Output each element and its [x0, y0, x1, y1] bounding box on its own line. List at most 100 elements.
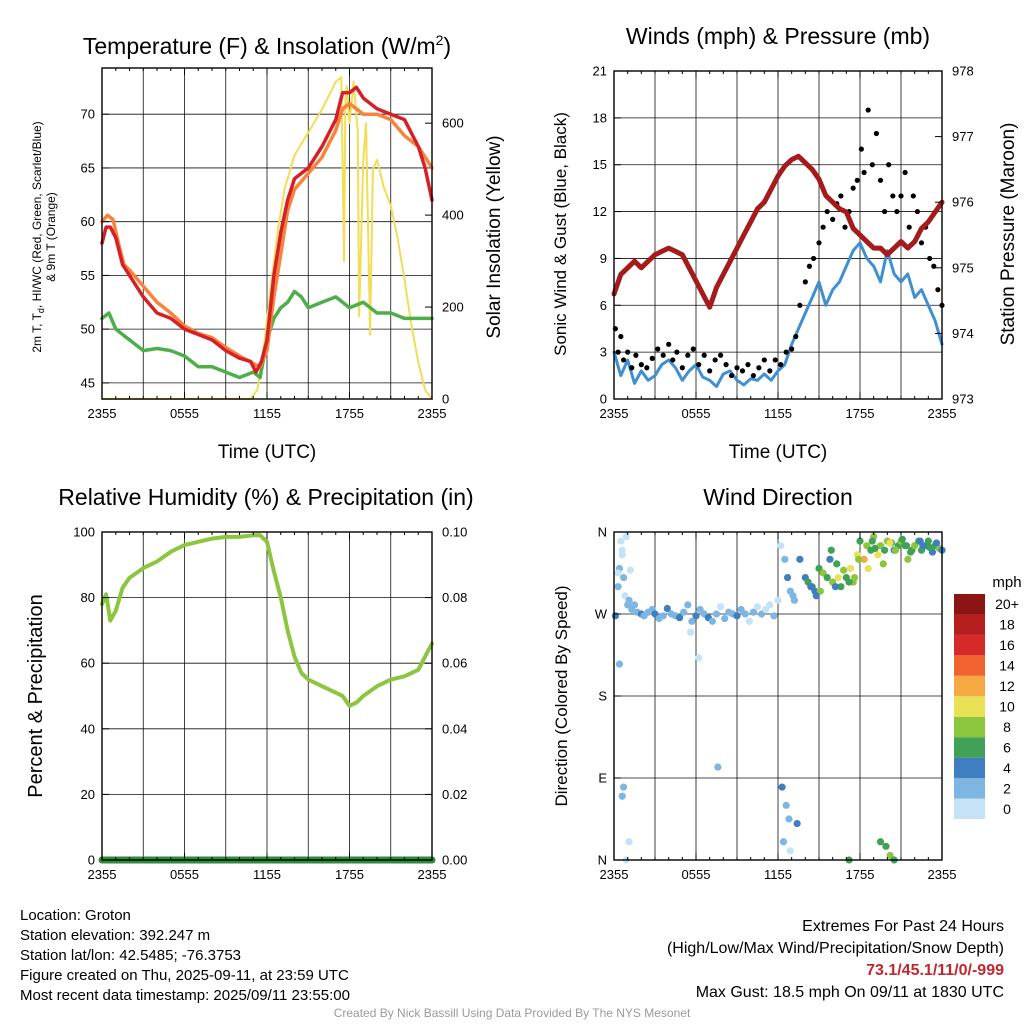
wind-direction-grid [613, 531, 943, 861]
wind-direction-point [855, 555, 863, 563]
wind-direction-point [745, 617, 753, 625]
x-tick-label: 0555 [170, 406, 199, 421]
y-tick-label: 60 [81, 656, 95, 671]
wind-direction-point [663, 604, 671, 613]
gust-point [838, 193, 844, 199]
y-tick-label: 6 [600, 298, 607, 313]
wind-direction-point [779, 838, 788, 846]
wind-direction-point [790, 596, 799, 604]
gust-point [906, 224, 912, 230]
gust-point [745, 362, 751, 368]
gust-point [633, 352, 639, 358]
wind-direction-left-axis-label: Direction (Colored By Speed) [552, 585, 571, 806]
wind-direction-point [626, 566, 635, 574]
x-tick-label: 1755 [846, 406, 875, 421]
wind-series [611, 107, 945, 388]
wind-pressure-panel: Winds (mph) & Pressure (mb) 2355 0555 1155… [551, 23, 1019, 463]
colorbar-swatch [954, 634, 985, 656]
wind-direction-point [712, 610, 721, 618]
temperature-x-axis-label: Time (UTC) [218, 442, 317, 463]
y2-tick-label: 0.00 [442, 853, 467, 868]
gust-point [696, 362, 702, 368]
wind-direction-point [721, 614, 729, 623]
x-tick-label: 1155 [253, 867, 281, 882]
wind-direction-point [924, 537, 932, 545]
y-tick-label: 65 [81, 160, 95, 175]
gust-point [718, 352, 724, 358]
wind-direction-point [831, 583, 840, 591]
wind-direction-panel: Wind Direction 2355 0555 1155 1755 2355NESWN… [552, 484, 1022, 882]
wind-direction-point [834, 573, 842, 582]
y-tick-label: W [595, 607, 608, 622]
wind-direction-point [833, 560, 841, 568]
y-tick-label: S [598, 689, 607, 704]
wind-direction-point [684, 601, 692, 609]
colorbar-label: 8 [1003, 719, 1011, 735]
wind-direction-point [850, 573, 859, 582]
colorbar-swatch [954, 716, 985, 738]
gust-point [644, 365, 650, 371]
wind-direction-point [785, 815, 793, 823]
x-tick-label: 1755 [846, 867, 875, 882]
temperature-series [100, 76, 434, 400]
wind-direction-point [749, 608, 758, 616]
y-tick-label: 60 [81, 214, 95, 229]
wind-direction-point [622, 532, 630, 541]
wind-direction-point [904, 555, 912, 563]
wind-direction-point [812, 592, 820, 600]
y2-tick-label: 0 [442, 392, 449, 407]
x-tick-label: 1755 [335, 406, 364, 421]
gust-point [842, 224, 848, 230]
colorbar-swatch [954, 594, 985, 615]
credit-line: Created By Nick Bassill Using Data Provi… [333, 1006, 691, 1020]
gust-point [629, 365, 635, 371]
y2-tick-label: 600 [442, 116, 464, 131]
gust-point [618, 333, 624, 340]
wind-direction-point [902, 542, 911, 550]
wind-direction-point [611, 612, 619, 620]
gust-point [674, 349, 680, 355]
colorbar-swatch [954, 696, 985, 717]
wind-direction-point [826, 555, 834, 563]
wind-direction-point [778, 783, 786, 791]
humidity-chart-title: Relative Humidity (%) & Precipitation (i… [58, 484, 473, 510]
wind-direction-point [617, 537, 625, 545]
wind-direction-point [717, 603, 725, 611]
gust-point [761, 357, 767, 363]
y-tick-label: 3 [600, 345, 607, 360]
colorbar-label: 16 [999, 637, 1015, 653]
colorbar-label: 0 [1003, 801, 1011, 817]
x-tick-label: 1155 [764, 867, 792, 882]
colorbar-label: 10 [999, 699, 1015, 715]
gust-point [865, 107, 871, 113]
pressure-right-axis-label: Station Pressure (Maroon) [998, 123, 1019, 346]
gust-point [793, 333, 799, 340]
gust-point [816, 240, 822, 246]
colorbar-label: 2 [1003, 780, 1011, 796]
y-tick-label: 40 [81, 721, 95, 736]
wind-direction-point [898, 535, 906, 543]
wind-direction-point [659, 612, 667, 620]
gust-point [858, 146, 864, 152]
wind-direction-point [786, 847, 794, 855]
temperature-left-axis-label: 2m T, Td, HI/WC (Red, Green, Scarlet/Blu… [30, 121, 58, 352]
y2-tick-label: 200 [442, 300, 464, 315]
wind-direction-point [868, 537, 876, 545]
gust-point [830, 216, 836, 222]
wind-direction-point [874, 551, 882, 559]
wind-direction-point [781, 555, 789, 563]
y2-tick-label: 0.10 [442, 525, 467, 540]
gust-point [655, 346, 661, 352]
colorbar-label: 20+ [995, 596, 1019, 612]
gust-point [873, 130, 880, 137]
extremes-title: Extremes For Past 24 Hours [802, 918, 1004, 935]
gust-point [707, 368, 713, 374]
wind-direction-point [783, 573, 792, 582]
x-tick-label: 0555 [682, 406, 711, 421]
wind-left-axis-label: Sonic Wind & Gust (Blue, Black) [551, 112, 570, 356]
y-tick-label: E [598, 771, 607, 786]
gust-point [638, 362, 644, 368]
colorbar-label: 4 [1003, 760, 1011, 776]
colorbar-swatch [954, 778, 985, 799]
x-tick-label: 2355 [600, 867, 629, 882]
